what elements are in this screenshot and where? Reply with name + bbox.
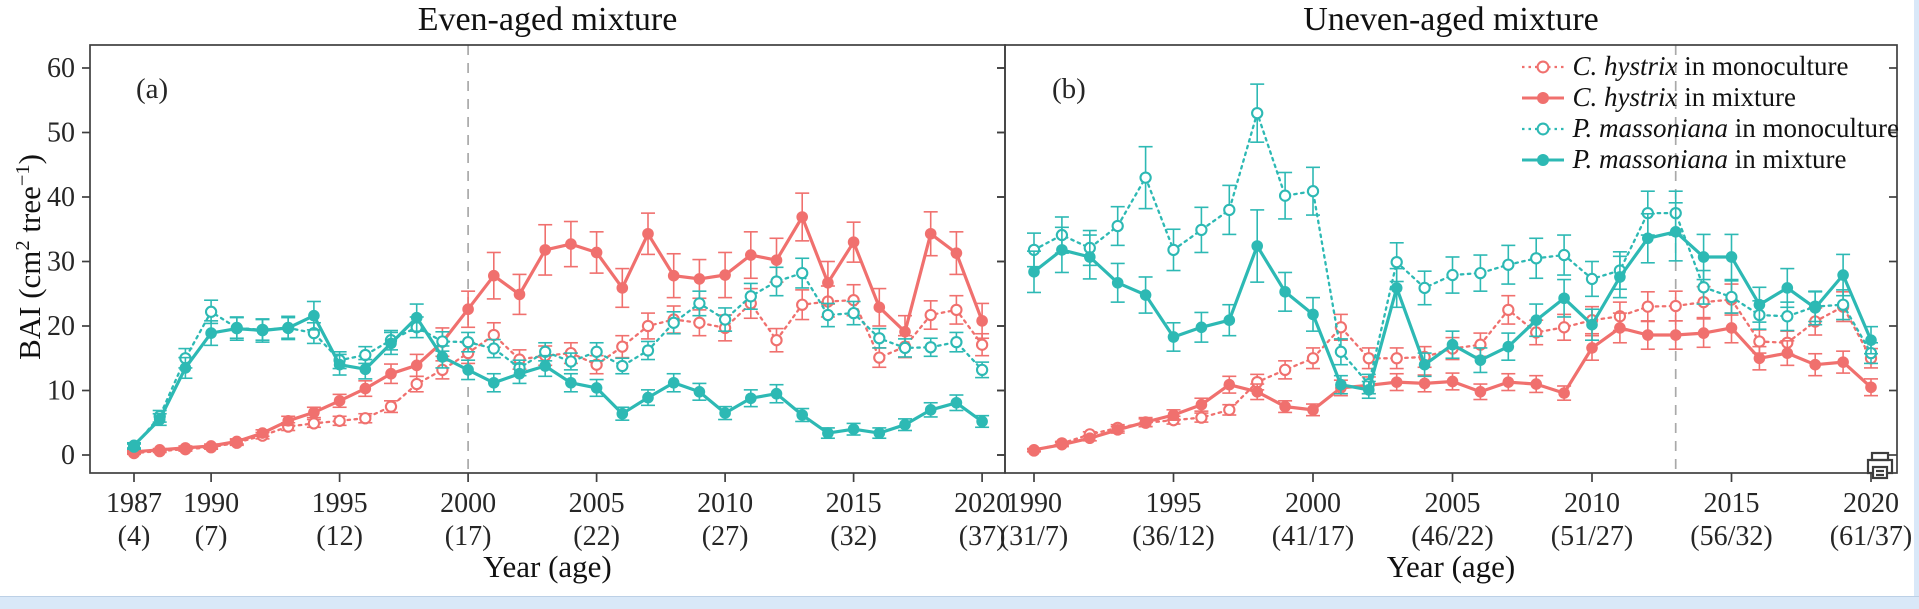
x-tick-age-label: (17) (445, 521, 492, 552)
x-tick-year-label: 2015 (826, 488, 882, 519)
y-tick-label: 50 (47, 118, 75, 149)
x-tick-age-label: (12) (316, 521, 363, 552)
x-tick-year-label: 2000 (1285, 488, 1341, 519)
x-tick-age-label: (61/37) (1830, 521, 1912, 552)
window-edge-strip (1914, 0, 1919, 609)
x-tick-year-label: 1995 (312, 488, 368, 519)
series-p-massoniana-in-mixture (127, 300, 990, 452)
x-tick-year-label: 2010 (697, 488, 753, 519)
printer-icon[interactable] (1864, 450, 1896, 482)
series-c-hystrix-in-monoculture (127, 283, 990, 460)
x-tick-age-label: (4) (118, 521, 151, 552)
y-tick-label: 30 (47, 247, 75, 278)
series-p-massoniana-in-mixture (1027, 202, 1878, 400)
x-tick-year-label: 2005 (569, 488, 625, 519)
x-tick-year-label: 1990 (1006, 488, 1062, 519)
x-tick-age-label: (7) (195, 521, 228, 552)
series-c-hystrix-in-mixture (1027, 312, 1878, 456)
x-tick-year-label: 2005 (1425, 488, 1481, 519)
x-tick-year-label: 2000 (440, 488, 496, 519)
axes-panel-a: 01020304050601987(4)1990(7)1995(12)2000(… (47, 44, 1010, 552)
legend-marker-icon (1521, 60, 1564, 73)
legend-marker-icon (1521, 153, 1564, 166)
axes-frame (1004, 44, 1898, 474)
series-c-hystrix-in-mixture (127, 192, 990, 458)
x-tick-age-label: (41/17) (1272, 521, 1354, 552)
x-tick-year-label: 2020 (1843, 488, 1899, 519)
axes-panel-b: 1990(31/7) 1995(36/12) 2000(41/17) 2005(46/… (997, 44, 1912, 552)
x-tick-year-label: 2015 (1704, 488, 1760, 519)
x-tick-age-label: (31/7) (1000, 521, 1068, 552)
x-tick-age-label: (36/12) (1132, 521, 1214, 552)
panel-a-x-axis-label: Year (age) (483, 549, 612, 584)
x-tick-age-label: (46/22) (1411, 521, 1493, 552)
y-tick-label: 0 (61, 440, 75, 471)
panel-letter: (b) (1052, 73, 1086, 105)
x-tick-age-label: (22) (573, 521, 620, 552)
x-tick-year-label: 1987 (106, 488, 162, 519)
panel-letter: (a) (136, 73, 168, 105)
legend-marker-icon (1521, 122, 1564, 135)
y-tick-label: 60 (47, 53, 75, 84)
y-tick-label: 40 (47, 182, 75, 213)
panel-b-title: Uneven-aged mixture (1303, 1, 1599, 38)
axes-frame (89, 44, 1006, 474)
x-tick-year-label: 2020 (954, 488, 1010, 519)
legend-item-label: P. massoniana in monoculture (1572, 113, 1900, 143)
x-tick-age-label: (32) (830, 521, 877, 552)
legend-item-label: C. hystrix in monoculture (1572, 51, 1849, 81)
legend-marker-icon (1521, 91, 1564, 104)
panel-b-x-axis-label: Year (age) (1386, 549, 1516, 584)
panel-a-title: Even-aged mixture (417, 1, 678, 38)
window-bottom-bar (0, 596, 1919, 609)
y-tick-label: 20 (47, 311, 75, 342)
legend-item-label: C. hystrix in mixture (1572, 82, 1796, 112)
x-tick-age-label: (27) (702, 521, 749, 552)
x-tick-age-label: (37) (959, 521, 1006, 552)
legend-item: P. massoniana in mixture (1519, 144, 1900, 174)
x-tick-age-label: (51/27) (1551, 521, 1633, 552)
x-tick-year-label: 2010 (1564, 488, 1620, 519)
x-tick-year-label: 1995 (1146, 488, 1202, 519)
legend-item: C. hystrix in monoculture (1519, 51, 1900, 81)
y-tick-label: 10 (47, 376, 75, 407)
legend-item-label: P. massoniana in mixture (1572, 144, 1847, 174)
legend: C. hystrix in monoculture C. hystrix in m… (1519, 51, 1900, 174)
x-tick-age-label: (56/32) (1690, 521, 1772, 552)
legend-item: C. hystrix in mixture (1519, 82, 1900, 112)
legend-item: P. massoniana in monoculture (1519, 113, 1900, 143)
x-tick-year-label: 1990 (183, 488, 239, 519)
